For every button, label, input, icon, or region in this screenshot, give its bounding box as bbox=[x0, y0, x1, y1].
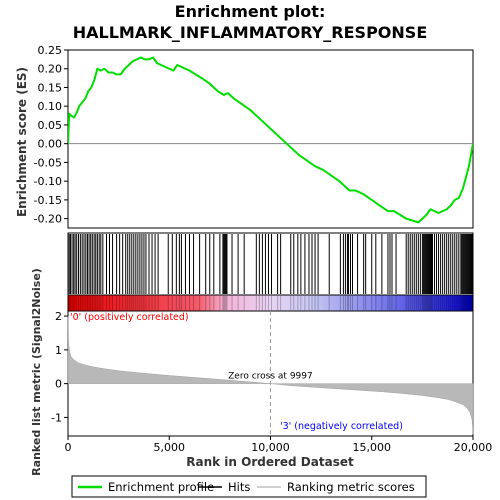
es-series-group bbox=[68, 56, 473, 224]
es-y-tick-label: 0.15 bbox=[38, 81, 63, 94]
es-y-tick-label: 0.05 bbox=[38, 119, 63, 132]
es-y-tick-label: 0.25 bbox=[38, 44, 63, 57]
x-tick-label: 20,000 bbox=[454, 441, 493, 454]
metric-y-tick-label: -1 bbox=[51, 411, 62, 424]
chart-title-line1: Enrichment plot: bbox=[175, 2, 326, 21]
es-y-tick-label: -0.15 bbox=[34, 194, 62, 207]
legend-item-label: Hits bbox=[228, 480, 250, 494]
es-y-tick-label: 0.10 bbox=[38, 100, 63, 113]
es-y-tick-label: -0.05 bbox=[34, 156, 62, 169]
es-y-tick-label: -0.20 bbox=[34, 213, 62, 226]
hits-group bbox=[68, 234, 473, 294]
legend-item-label: Enrichment profile bbox=[108, 480, 214, 494]
metric-y-axis-ticks: 2 1 0 -1 bbox=[51, 310, 68, 424]
negative-correlation-label: '3' (negatively correlated) bbox=[280, 421, 403, 432]
legend-item-label: Ranking metric scores bbox=[287, 480, 415, 494]
x-axis-ticks: 0 5,000 10,000 15,000 20,000 bbox=[65, 436, 493, 454]
x-axis-label: Rank in Ordered Dataset bbox=[186, 455, 354, 469]
metric-y-tick-label: 2 bbox=[55, 310, 62, 323]
es-y-tick-label: 0.20 bbox=[38, 63, 63, 76]
x-tick-label: 10,000 bbox=[251, 441, 290, 454]
metric-area-group bbox=[67, 316, 474, 435]
es-panel-frame bbox=[67, 49, 474, 229]
es-y-axis-label: Enrichment score (ES) bbox=[15, 67, 29, 217]
legend-frame bbox=[71, 475, 427, 498]
positive-correlation-label: '0' (positively correlated) bbox=[70, 312, 189, 323]
x-tick-label: 5,000 bbox=[154, 441, 186, 454]
zero-cross-label: Zero cross at 9997 bbox=[228, 372, 313, 382]
es-y-axis-ticks: 0.25 0.20 0.15 0.10 0.05 0.00 -0.05 -0.10 -0.15 -… bbox=[34, 44, 68, 226]
es-y-tick-label: 0.00 bbox=[38, 138, 63, 151]
x-tick-label: 0 bbox=[65, 441, 72, 454]
metric-area-fill bbox=[67, 316, 474, 435]
chart-title-line2: HALLMARK_INFLAMMATORY_RESPONSE bbox=[73, 23, 428, 42]
metric-y-tick-label: 1 bbox=[55, 344, 62, 357]
rank-bar-hits-group bbox=[68, 296, 473, 310]
x-tick-label: 15,000 bbox=[353, 441, 392, 454]
legend: Enrichment profile Hits Ranking metric sco… bbox=[78, 480, 415, 494]
es-y-tick-label: -0.10 bbox=[34, 175, 62, 188]
metric-y-tick-label: 0 bbox=[55, 378, 62, 391]
es-series-line bbox=[68, 56, 473, 224]
metric-y-axis-label: Ranked list metric (Signal2Noise) bbox=[30, 268, 43, 476]
